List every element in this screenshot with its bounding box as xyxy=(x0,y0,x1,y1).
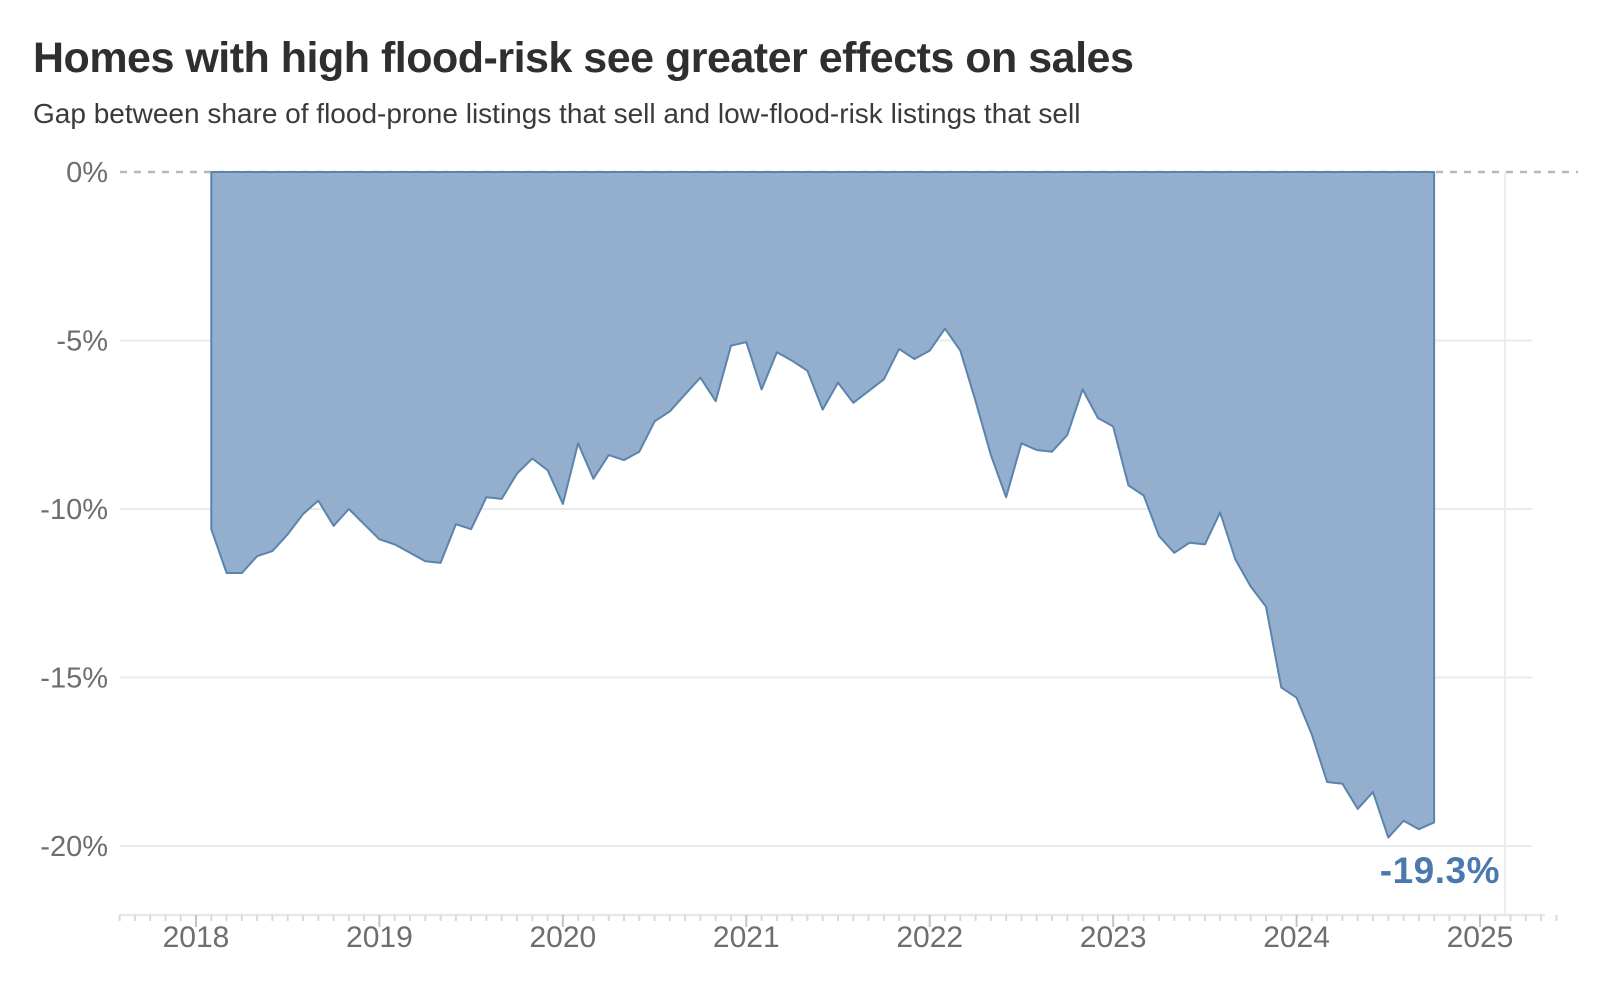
x-axis-label-2023: 2023 xyxy=(1080,921,1147,954)
x-axis-label-2020: 2020 xyxy=(529,921,596,954)
y-axis-label--5%: -5% xyxy=(56,326,108,358)
y-axis-label--20%: -20% xyxy=(40,831,108,863)
chart-title: Homes with high flood-risk see greater e… xyxy=(33,34,1134,82)
x-axis-label-2022: 2022 xyxy=(896,921,963,954)
area-series-path xyxy=(210,171,1436,839)
y-axis-label--10%: -10% xyxy=(40,494,108,526)
y-axis-label-0%: 0% xyxy=(66,157,108,189)
x-axis-label-2019: 2019 xyxy=(346,921,413,954)
x-axis-label-2021: 2021 xyxy=(713,921,780,954)
x-axis-label-2025: 2025 xyxy=(1447,921,1514,954)
chart-subtitle: Gap between share of flood-prone listing… xyxy=(33,98,1081,129)
x-axis-label-2024: 2024 xyxy=(1263,921,1330,954)
end-value-label: -19.3% xyxy=(1379,850,1500,891)
y-axis-label--15%: -15% xyxy=(40,663,108,695)
x-axis-label-2018: 2018 xyxy=(163,921,230,954)
